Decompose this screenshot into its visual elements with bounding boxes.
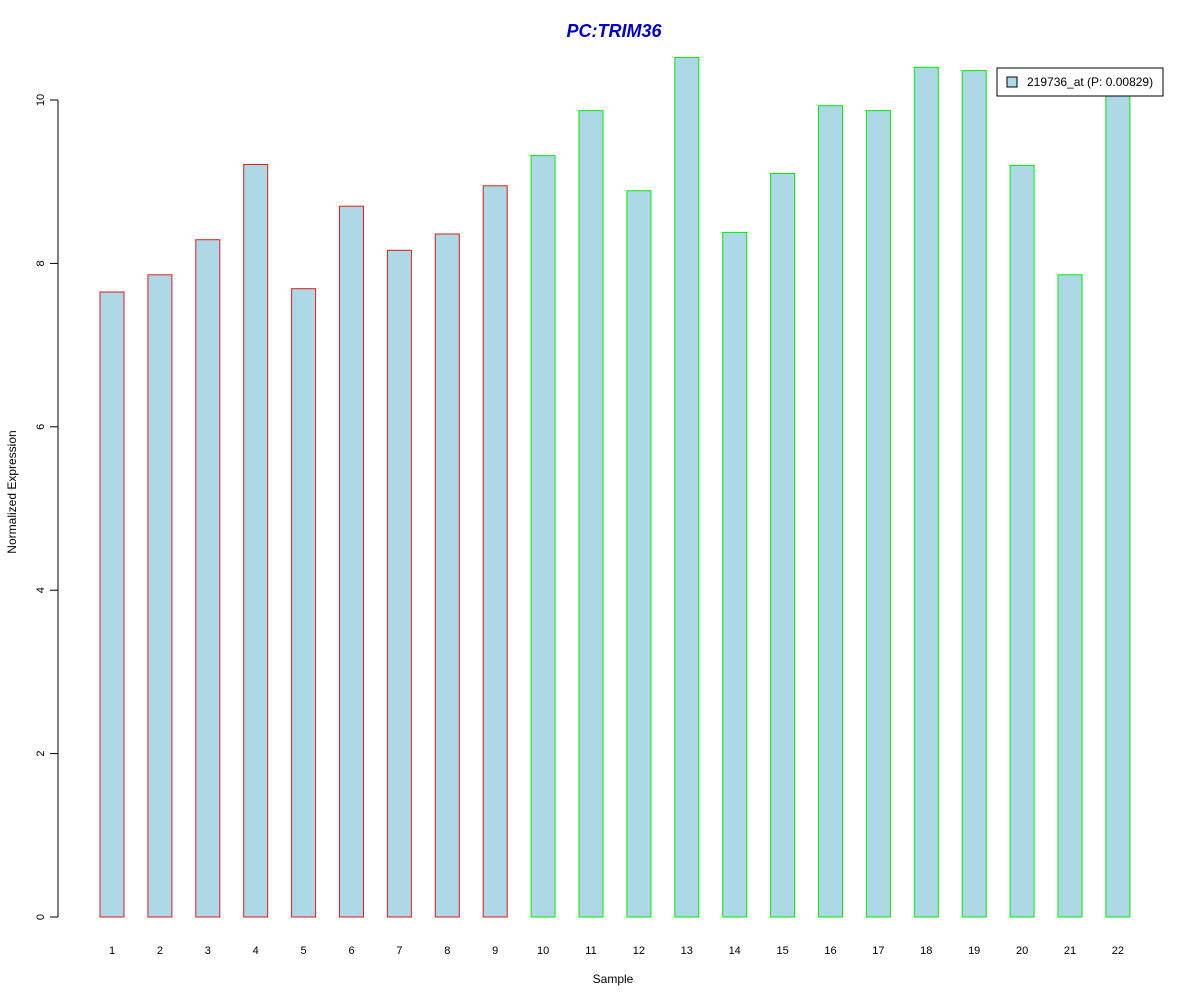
bar-sample-5 [291,288,317,918]
bar-sample-10 [530,155,556,918]
bar-sample-17 [865,110,891,918]
bar-sample-8 [434,233,460,918]
bar-sample-12 [626,190,652,918]
x-tick-label: 16 [824,945,836,957]
y-tick-label: 8 [35,260,47,266]
x-tick-label: 5 [301,945,307,957]
x-tick-label: 19 [968,945,980,957]
legend-label: 219736_at (P: 0.00829) [1027,75,1153,89]
bar-sample-20 [1009,164,1035,918]
bars-layer [99,57,1131,918]
y-tick-label: 6 [35,424,47,430]
legend-box [996,67,1164,97]
bar-sample-22 [1105,83,1131,918]
x-tick-label: 22 [1112,945,1124,957]
x-tick-label: 6 [348,945,354,957]
x-tick-label: 20 [1016,945,1028,957]
x-tick-label: 9 [492,945,498,957]
y-tick-label: 10 [35,94,47,106]
x-tick-label: 2 [157,945,163,957]
legend-swatch [1006,76,1018,88]
bar-sample-1 [99,291,125,918]
bar-sample-16 [818,105,843,918]
x-tick-label: 15 [776,945,788,957]
x-tick-label: 10 [537,945,549,957]
x-tick-label: 4 [253,945,259,957]
x-tick-label: 7 [396,945,402,957]
chart-title: PC:TRIM36 [566,21,662,41]
x-tick-label: 1 [109,945,115,957]
y-axis-label: Normalized Expression [5,430,19,553]
y-tick-label: 2 [35,751,47,757]
bar-sample-6 [339,205,364,918]
x-tick-label: 18 [920,945,932,957]
bar-sample-4 [243,164,269,918]
x-tick-label: 12 [633,945,645,957]
bar-sample-18 [913,66,939,918]
x-tick-labels: 1 2 3 4 5 6 7 8 9 10 11 12 13 14 15 16 17 18 19 20 21 22 [109,945,1124,957]
x-tick-label: 8 [444,945,450,957]
x-tick-label: 17 [872,945,884,957]
x-tick-label: 11 [585,945,596,957]
legend: 219736_at (P: 0.00829) [996,67,1164,97]
y-tick-label: 0 [35,914,47,920]
bar-sample-3 [195,239,221,918]
x-tick-label: 3 [205,945,211,957]
bar-sample-9 [482,185,508,918]
x-tick-label: 21 [1064,945,1076,957]
bar-sample-7 [386,249,412,918]
x-axis-label: Sample [593,972,634,986]
bar-sample-11 [578,110,604,918]
y-axis: 0 2 4 6 8 10 [35,94,59,920]
bar-sample-13 [674,57,700,918]
bar-sample-19 [961,70,987,918]
x-tick-label: 13 [681,945,693,957]
bar-sample-2 [147,274,173,918]
bar-sample-21 [1057,274,1083,918]
bar-sample-14 [722,231,748,918]
x-tick-label: 14 [729,945,741,957]
y-tick-label: 4 [35,587,47,593]
bar-sample-15 [770,173,796,918]
